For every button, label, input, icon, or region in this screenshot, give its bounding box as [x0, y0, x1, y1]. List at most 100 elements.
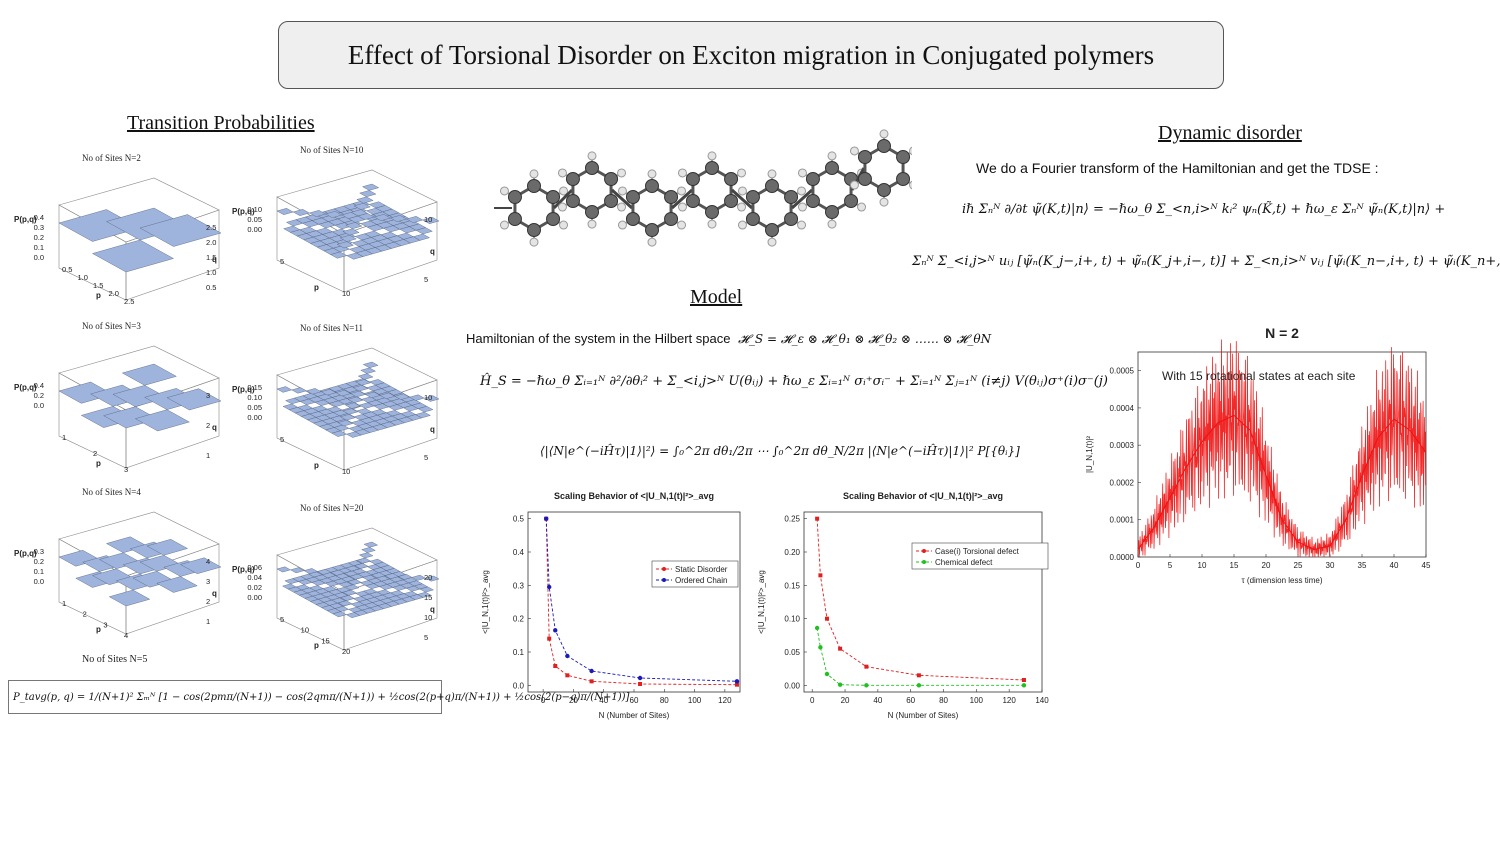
x-tick-label: 3: [124, 465, 128, 474]
x-tick-label: 2: [93, 449, 97, 458]
phenyl-ring: [737, 169, 807, 247]
z-axis-label: P(p,q): [14, 549, 37, 558]
x-tick-label: 45: [1422, 561, 1431, 570]
data-point: [916, 673, 921, 678]
phenyl-ring: [797, 151, 867, 229]
data-point: [547, 584, 552, 590]
dynamic-intro: We do a Fourier transform of the Hamilto…: [976, 160, 1379, 176]
hydrogen-atom: [849, 146, 859, 156]
series-line: [545, 518, 738, 686]
z-axis-label: P(p,q): [14, 215, 37, 224]
data-point: [638, 682, 643, 686]
phenyl-ring: [617, 169, 687, 247]
z-tick-label: 0.4: [34, 381, 44, 390]
carbon-atom: [724, 172, 739, 186]
z-tick-label: 0.10: [247, 205, 262, 214]
legend-box: [911, 542, 1049, 570]
x-tick-label: 10: [1198, 561, 1207, 570]
x-axis-label: p: [96, 625, 101, 634]
prob-bar: [359, 190, 377, 198]
z-tick-label: 0.3: [34, 547, 44, 556]
hydrogen-atom: [677, 202, 687, 212]
carbon-atom: [527, 179, 541, 193]
hamiltonian-intro: Hamiltonian of the system in the Hilbert…: [466, 331, 992, 346]
y-tick-label: 1: [206, 617, 210, 626]
z-tick-label: 0.1: [34, 567, 44, 576]
y-axis-label: q: [212, 423, 217, 432]
chart-title: Scaling Behavior of <|U_N,1(t)|²>_avg: [554, 491, 714, 501]
y-tick-label: 4: [206, 557, 210, 566]
carbon-atom: [685, 172, 700, 186]
prob-bar: [417, 406, 434, 413]
data-point: [734, 679, 740, 684]
y-tick-label: 1.5: [206, 253, 216, 262]
inter-ring-bond: [730, 188, 754, 210]
y-axis-label: q: [212, 255, 217, 264]
prob-bar: [342, 408, 359, 415]
legend-label: Ordered Chain: [675, 576, 727, 585]
x-tick-label: 1.5: [93, 281, 103, 290]
prob-bar: [139, 214, 222, 247]
prob-bar: [412, 233, 431, 241]
carbon-atom: [527, 223, 541, 237]
hydrogen-atom: [797, 186, 807, 196]
prob-bar: [166, 388, 222, 411]
y-tick-label: 0.10: [784, 615, 800, 624]
prob-bar: [342, 589, 358, 596]
prob-bar: [352, 385, 369, 392]
average-equation: ⟨|⟨N|e^(−iĤτ)|1⟩|²⟩ = ∫₀^2π dθ₁/2π ⋯ ∫₀^…: [540, 444, 1020, 458]
hydrogen-atom: [559, 220, 569, 230]
x-tick-label: 80: [939, 696, 948, 705]
carbon-atom: [625, 212, 640, 226]
x-tick-label: 15: [321, 636, 329, 645]
plot-label-n5: No of Sites N=5: [82, 654, 148, 665]
prob-bar: [415, 227, 433, 235]
legend-marker: [922, 549, 926, 553]
hydrogen-atom: [557, 168, 567, 178]
y-tick-label: 20: [424, 573, 432, 582]
y-tick-label: 5: [424, 275, 428, 284]
prob-bar: [353, 202, 371, 210]
legend-label: Static Disorder: [675, 565, 728, 574]
hydrogen-atom: [677, 220, 687, 230]
carbon-atom: [507, 190, 522, 204]
prob-bar: [422, 217, 440, 224]
y-tick-label: 0.0002: [1110, 478, 1135, 487]
carbon-atom: [877, 139, 891, 153]
y-tick-label: 0.0003: [1110, 441, 1135, 450]
z-tick-label: 0.4: [34, 213, 44, 222]
tdse-line-2: Σₙᴺ Σ_<i,j>ᴺ uᵢⱼ [ψ̃ₙ(K_j−,i+, t) + ψ̃ₙ(…: [912, 254, 1500, 269]
prob-bar: [360, 367, 377, 374]
phenyl-ring: [499, 169, 569, 247]
prob-plot-title: No of Sites N=20: [300, 503, 364, 513]
hydrogen-atom: [797, 168, 807, 178]
y-axis-label: q: [430, 425, 435, 434]
y-tick-label: 0.0: [513, 681, 525, 690]
x-tick-label: 1: [62, 433, 66, 442]
plot-frame: [803, 511, 1043, 693]
carbon-atom: [664, 190, 679, 204]
data-point: [864, 664, 869, 669]
prob-bar: [415, 411, 431, 419]
prob-bar: [345, 222, 363, 230]
plot-right-wall: [343, 379, 438, 471]
prob-bar: [354, 563, 369, 569]
prob-bar: [276, 566, 292, 573]
z-tick-label: 0.0: [34, 577, 44, 586]
data-point: [837, 682, 843, 687]
prob-bar: [345, 402, 361, 409]
prob-bar: [347, 579, 362, 585]
carbon-atom: [877, 183, 891, 197]
prob-bar: [146, 539, 189, 556]
y-tick-label: 10: [424, 613, 432, 622]
carbon-atom: [705, 205, 719, 219]
x-tick-label: 0: [810, 696, 815, 705]
z-tick-label: 0.15: [247, 383, 262, 392]
carbon-atom: [896, 150, 911, 164]
prob-plot-title: No of Sites N=11: [300, 323, 363, 333]
carbon-atom: [857, 172, 872, 186]
y-axis-label: q: [430, 605, 435, 614]
prob-bar: [347, 396, 364, 403]
carbon-atom: [685, 194, 700, 208]
data-point: [838, 646, 843, 651]
